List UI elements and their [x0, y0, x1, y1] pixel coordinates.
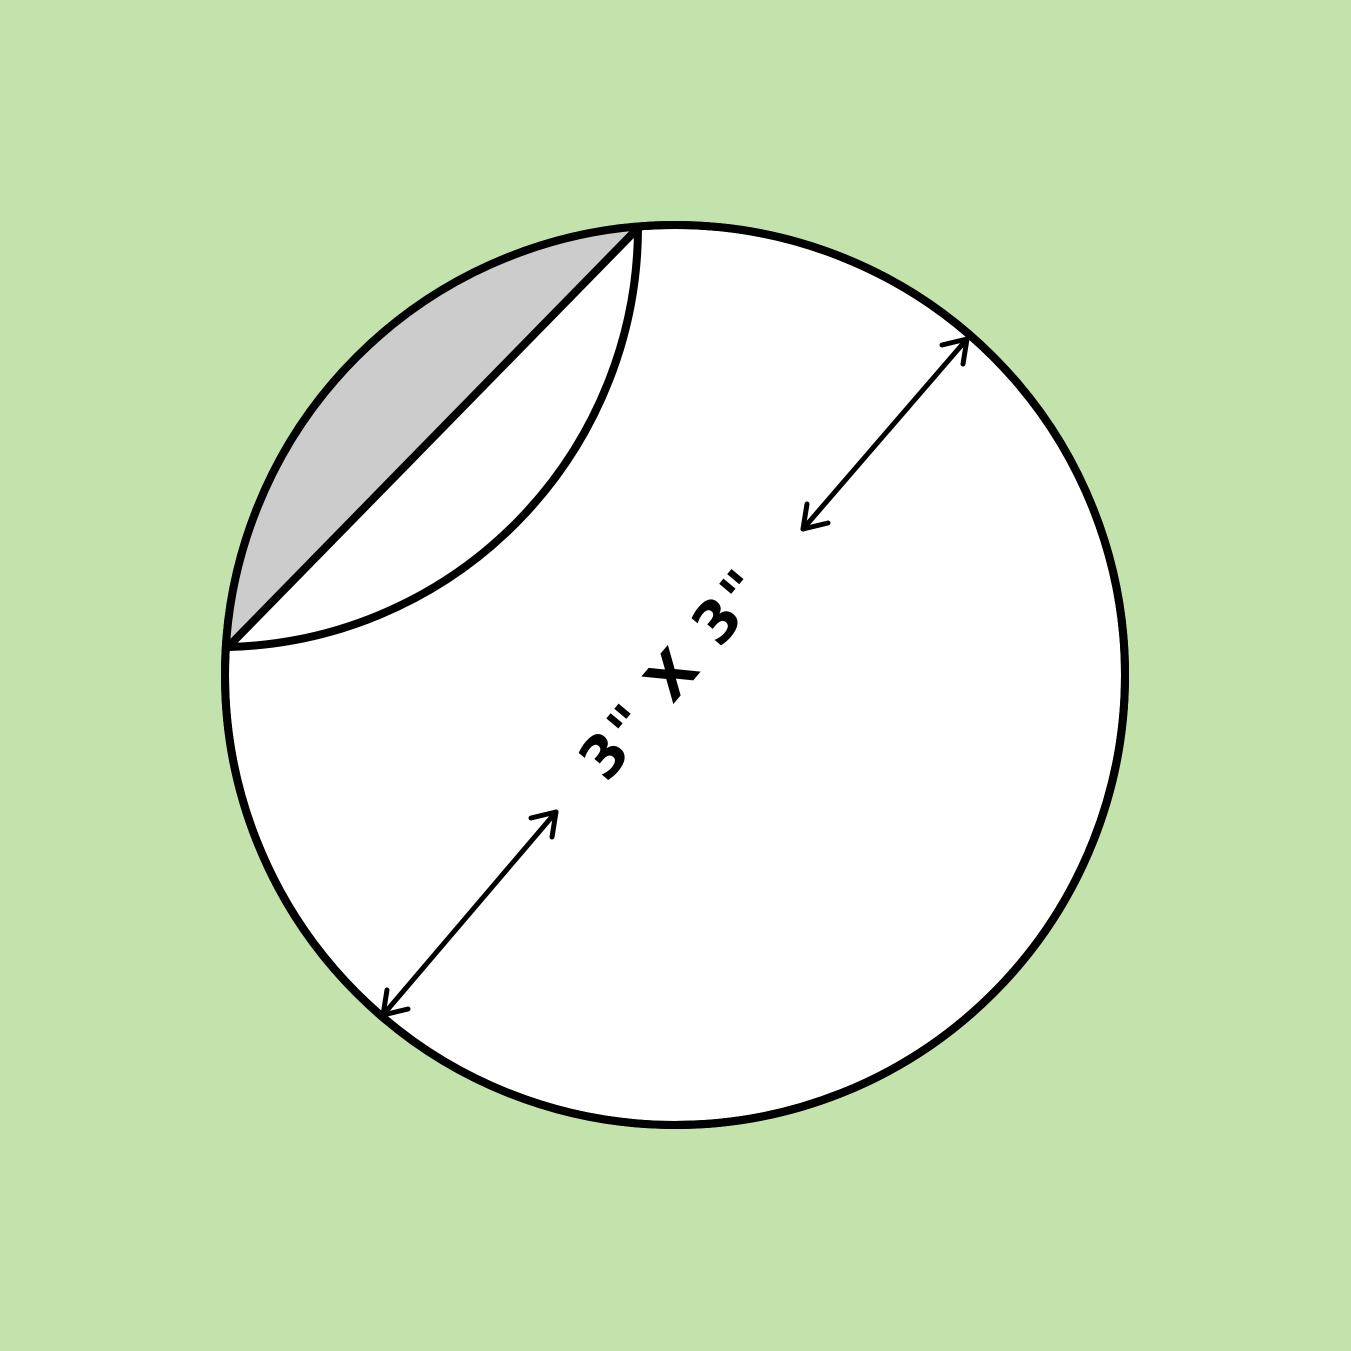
outer-circle-outline [221, 221, 1129, 1129]
dimension-arrow-upper [800, 336, 970, 532]
dimension-arrow-lower [380, 809, 559, 1018]
chord-line [224, 224, 642, 651]
inner-arc [224, 224, 642, 651]
